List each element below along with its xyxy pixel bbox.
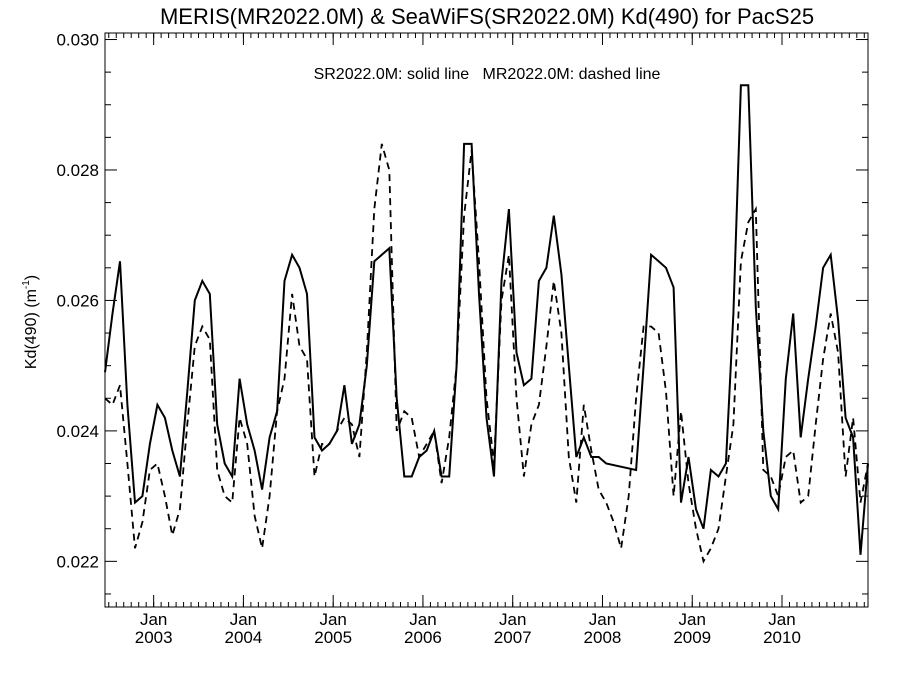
- y-tick-label: 0.030: [56, 31, 99, 50]
- y-axis-label-main: Kd(490) (m: [23, 289, 40, 369]
- x-tick-label-year: 2010: [763, 628, 801, 647]
- ticks: 0.0220.0240.0260.0280.030Jan2003Jan2004J…: [56, 31, 868, 647]
- x-tick-label-year: 2009: [673, 628, 711, 647]
- x-tick-label-year: 2008: [584, 628, 622, 647]
- x-tick-label-year: 2005: [314, 628, 352, 647]
- y-tick-label: 0.022: [56, 552, 99, 571]
- x-tick-label-month: Jan: [230, 610, 257, 629]
- x-tick-label-month: Jan: [140, 610, 167, 629]
- plot-frame: [104, 32, 869, 608]
- x-tick-label-month: Jan: [409, 610, 436, 629]
- x-tick-label-month: Jan: [499, 610, 526, 629]
- x-tick-label-month: Jan: [319, 610, 346, 629]
- y-tick-label: 0.028: [56, 161, 99, 180]
- series-SR2022.0M-line: [104, 84, 869, 555]
- x-tick-label-year: 2007: [494, 628, 532, 647]
- series-MR2022.0M-line: [104, 143, 869, 564]
- axes: [104, 32, 869, 608]
- x-tick-label-month: Jan: [768, 610, 795, 629]
- y-tick-label: 0.026: [56, 291, 99, 310]
- chart-title: MERIS(MR2022.0M) & SeaWiFS(SR2022.0M) Kd…: [160, 4, 814, 29]
- x-tick-label-year: 2003: [135, 628, 173, 647]
- x-tick-label-month: Jan: [679, 610, 706, 629]
- y-tick-label: 0.024: [56, 422, 99, 441]
- y-axis-label-close: ): [23, 275, 40, 280]
- y-axis-label-sup: -1: [21, 280, 32, 289]
- legend-annotation: SR2022.0M: solid line MR2022.0M: dashed …: [314, 66, 661, 83]
- x-tick-label-year: 2004: [225, 628, 263, 647]
- x-tick-label-month: Jan: [589, 610, 616, 629]
- x-tick-label-year: 2006: [404, 628, 442, 647]
- y-axis-label: Kd(490) (m-1): [21, 275, 40, 369]
- series-layer: [104, 84, 869, 564]
